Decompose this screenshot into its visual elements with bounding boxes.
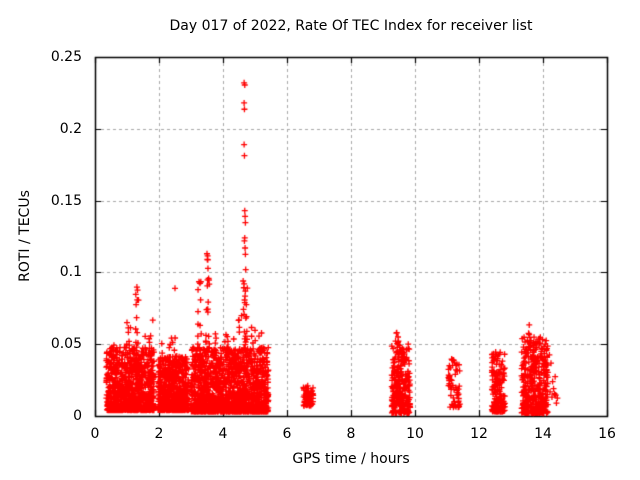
x-tick-label: 6	[282, 426, 292, 442]
x-tick-label: 2	[154, 426, 164, 442]
y-tick-label: 0.25	[50, 49, 82, 65]
y-tick-label: 0	[73, 408, 82, 424]
y-tick-label: 0.2	[59, 120, 82, 137]
x-tick-label: 14	[534, 426, 552, 442]
y-tick-label: 0.1	[59, 264, 82, 281]
x-tick-label: 12	[470, 426, 488, 442]
x-tick-label: 0	[90, 426, 100, 442]
x-tick-label: 10	[406, 426, 424, 442]
x-axis-label: GPS time / hours	[292, 451, 410, 467]
y-tick-label: 0.05	[50, 336, 82, 353]
x-tick-label: 16	[598, 426, 616, 442]
chart-title: Day 017 of 2022, Rate Of TEC Index for r…	[169, 18, 533, 34]
x-tick-label: 8	[346, 426, 356, 442]
x-tick-label: 4	[218, 426, 228, 442]
y-tick-label: 0.15	[50, 192, 82, 209]
